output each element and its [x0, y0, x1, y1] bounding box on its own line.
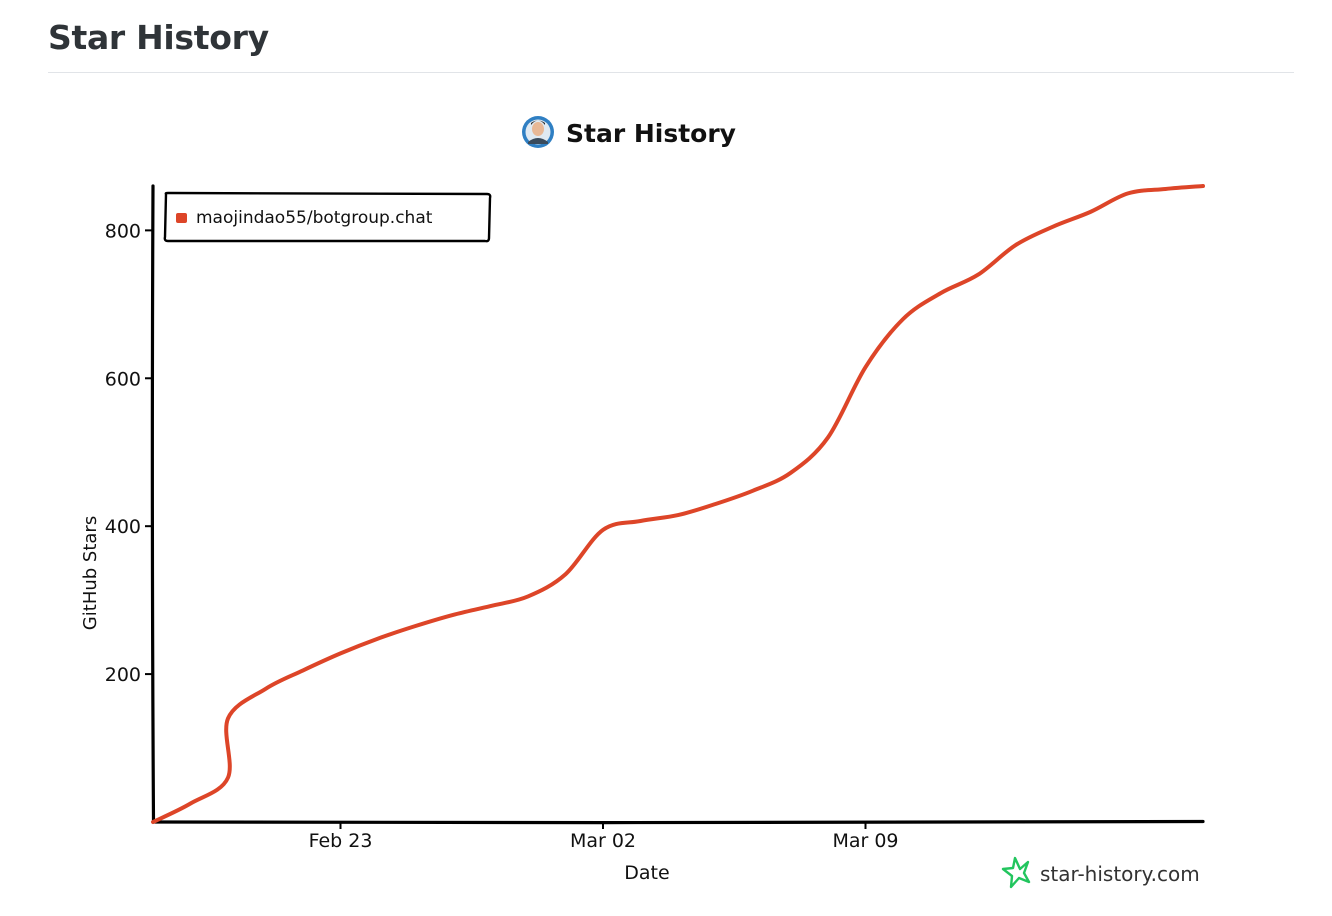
watermark: star-history.com: [1001, 856, 1200, 889]
y-tick-label: 200: [105, 664, 141, 686]
series-line-0: [151, 184, 1205, 824]
star-history-chart: Star History 200 400 600 800 Feb 23 Mar 02 Mar…: [80, 116, 1205, 889]
legend-label: maojindao55/botgroup.chat: [196, 208, 433, 228]
legend: maojindao55/botgroup.chat: [163, 191, 492, 243]
y-axis-label: GitHub Stars: [80, 516, 101, 630]
star-icon: [1001, 856, 1031, 889]
avatar: [522, 116, 554, 148]
page-header: Star History: [48, 0, 1294, 73]
x-tick-label: Mar 02: [570, 830, 636, 852]
y-axis-line: [150, 184, 156, 824]
watermark-text: star-history.com: [1040, 862, 1200, 886]
plot-area: [151, 184, 1205, 824]
y-tick-label: 600: [105, 368, 141, 390]
y-tick-label: 800: [105, 220, 141, 242]
legend-swatch: [176, 213, 187, 223]
chart-header: Star History: [522, 116, 736, 148]
x-tick-label: Mar 09: [832, 830, 898, 852]
x-tick-label: Feb 23: [309, 830, 373, 852]
chart-title: Star History: [566, 119, 736, 148]
axes: 200 400 600 800 Feb 23 Mar 02 Mar 09: [105, 184, 1205, 852]
page-title: Star History: [48, 18, 269, 57]
y-tick-label: 400: [105, 516, 141, 538]
x-axis-label: Date: [624, 862, 669, 884]
x-axis-line: [151, 819, 1205, 825]
legend-box: [163, 191, 492, 243]
